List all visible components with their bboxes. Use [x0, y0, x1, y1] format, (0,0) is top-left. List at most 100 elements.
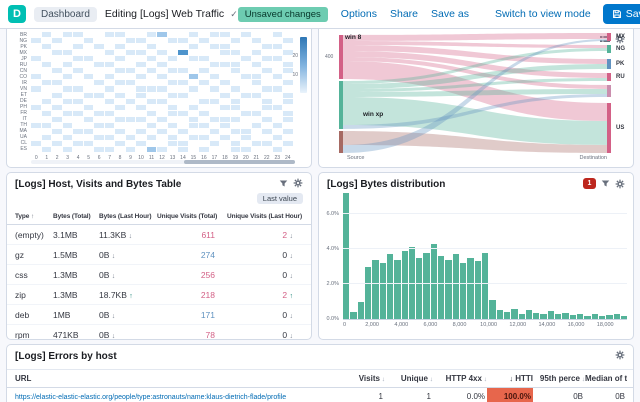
heatmap-cell[interactable]	[104, 122, 115, 128]
gear-icon[interactable]	[293, 178, 303, 188]
heatmap-cell[interactable]	[41, 122, 52, 128]
heatmap-cell[interactable]	[230, 38, 241, 44]
column-header[interactable]: Unique Visits (Last Hour)	[227, 213, 303, 220]
sankey-link[interactable]	[343, 39, 607, 153]
heatmap-cell[interactable]	[167, 134, 178, 140]
table-row[interactable]: zip 1.3MB 18.7KB ↑ 218 2 ↑	[7, 285, 311, 305]
heatmap-cell[interactable]	[62, 50, 73, 56]
heatmap-cell[interactable]	[283, 110, 293, 116]
heatmap-cell[interactable]	[105, 38, 115, 43]
heatmap-cell[interactable]	[189, 141, 199, 146]
table-row[interactable]: gz 1.5MB 0B ↓ 274 0 ↓	[7, 245, 311, 265]
heatmap-cell[interactable]	[115, 116, 125, 122]
gear-icon[interactable]	[615, 350, 625, 360]
heatmap-cell[interactable]	[220, 32, 230, 38]
heatmap-cell[interactable]	[52, 99, 62, 104]
heatmap-cell[interactable]	[104, 62, 115, 68]
histogram-bar[interactable]	[438, 256, 445, 319]
heatmap-cell[interactable]	[63, 80, 73, 85]
heatmap-cell[interactable]	[31, 117, 41, 122]
heatmap-cell[interactable]	[168, 44, 178, 49]
table-row[interactable]: css 1.3MB 0B ↓ 256 0 ↓	[7, 265, 311, 285]
heatmap-cell[interactable]	[189, 62, 199, 67]
heatmap-cell[interactable]	[105, 129, 115, 134]
histogram-bar[interactable]	[606, 314, 613, 319]
heatmap-cell[interactable]	[220, 86, 230, 91]
heatmap-cell[interactable]	[115, 32, 125, 38]
heatmap-cell[interactable]	[52, 62, 62, 67]
heatmap-cell[interactable]	[220, 104, 230, 110]
heatmap-cell[interactable]	[73, 135, 83, 140]
heatmap-cell[interactable]	[272, 44, 283, 50]
heatmap-cell[interactable]	[94, 134, 104, 140]
heatmap-cell[interactable]	[52, 86, 62, 91]
heatmap-cell[interactable]	[199, 86, 209, 91]
check-icon[interactable]: ✓	[230, 8, 238, 19]
heatmap-cell[interactable]	[210, 135, 220, 140]
heatmap-cell[interactable]	[262, 50, 272, 55]
heatmap-cell[interactable]	[178, 110, 188, 116]
heatmap-cell[interactable]	[262, 140, 272, 146]
heatmap-cell[interactable]	[31, 56, 41, 62]
heatmap-cell[interactable]	[272, 134, 283, 140]
heatmap-cell[interactable]	[136, 128, 146, 134]
heatmap-cell[interactable]	[157, 146, 167, 152]
heatmap-cell[interactable]	[94, 122, 104, 128]
sankey-link[interactable]	[343, 45, 607, 64]
heatmap-cell[interactable]	[283, 123, 293, 128]
heatmap-cell[interactable]	[251, 92, 262, 98]
heatmap-cell[interactable]	[188, 104, 199, 110]
heatmap-cell[interactable]	[52, 44, 62, 49]
heatmap-cell[interactable]	[63, 44, 73, 49]
heatmap-cell[interactable]	[126, 32, 136, 37]
histogram-bar[interactable]	[430, 243, 438, 319]
heatmap-cell[interactable]	[157, 74, 167, 80]
heatmap-cell[interactable]	[63, 68, 73, 73]
heatmap-cell[interactable]	[84, 99, 94, 104]
heatmap-cell[interactable]	[209, 98, 220, 104]
heatmap-cell[interactable]	[105, 141, 115, 146]
heatmap-cell[interactable]	[63, 38, 73, 43]
heatmap-cell[interactable]	[157, 86, 167, 92]
heatmap-cell[interactable]	[94, 68, 104, 73]
heatmap-cell[interactable]	[126, 105, 136, 110]
heatmap-cell[interactable]	[31, 62, 41, 67]
heatmap-cell[interactable]	[84, 50, 94, 55]
heatmap-cell[interactable]	[31, 122, 41, 128]
heatmap-cell[interactable]	[157, 111, 167, 116]
heatmap-cell[interactable]	[126, 123, 136, 128]
heatmap-cell[interactable]	[105, 44, 115, 49]
heatmap-cell[interactable]	[241, 105, 251, 110]
heatmap-cell[interactable]	[73, 32, 83, 38]
sankey-node[interactable]	[339, 131, 343, 153]
save-as-button[interactable]: Save as	[431, 8, 469, 20]
histogram-bar[interactable]	[357, 301, 364, 319]
heatmap-cell[interactable]	[73, 98, 83, 104]
heatmap-cell[interactable]	[283, 44, 293, 49]
column-header[interactable]: Unique ↓	[385, 374, 433, 383]
heatmap-cell[interactable]	[125, 80, 136, 86]
heatmap-cell[interactable]	[199, 62, 209, 67]
heatmap-cell[interactable]	[52, 92, 62, 98]
heatmap-cell[interactable]	[62, 122, 73, 128]
heatmap-cell[interactable]	[52, 135, 62, 140]
heatmap-cell[interactable]	[251, 62, 262, 68]
heatmap-cell[interactable]	[105, 80, 115, 85]
heatmap-cell[interactable]	[189, 38, 199, 43]
heatmap-cell[interactable]	[115, 99, 125, 104]
heatmap-cell[interactable]	[52, 38, 62, 44]
heatmap-cell[interactable]	[126, 141, 136, 146]
heatmap-cell[interactable]	[167, 122, 178, 128]
heatmap-cell[interactable]	[83, 92, 94, 98]
heatmap-cell[interactable]	[167, 56, 178, 62]
heatmap-cell[interactable]	[262, 74, 272, 79]
histogram-bar[interactable]	[401, 250, 408, 319]
heatmap-cell[interactable]	[220, 134, 230, 140]
heatmap-cell[interactable]	[115, 80, 125, 86]
heatmap-cell[interactable]	[220, 92, 230, 98]
heatmap-cell[interactable]	[157, 62, 167, 68]
heatmap-cell[interactable]	[115, 86, 125, 91]
heatmap-cell[interactable]	[157, 93, 167, 98]
heatmap-cell[interactable]	[209, 86, 220, 92]
heatmap-cell[interactable]	[94, 56, 104, 61]
